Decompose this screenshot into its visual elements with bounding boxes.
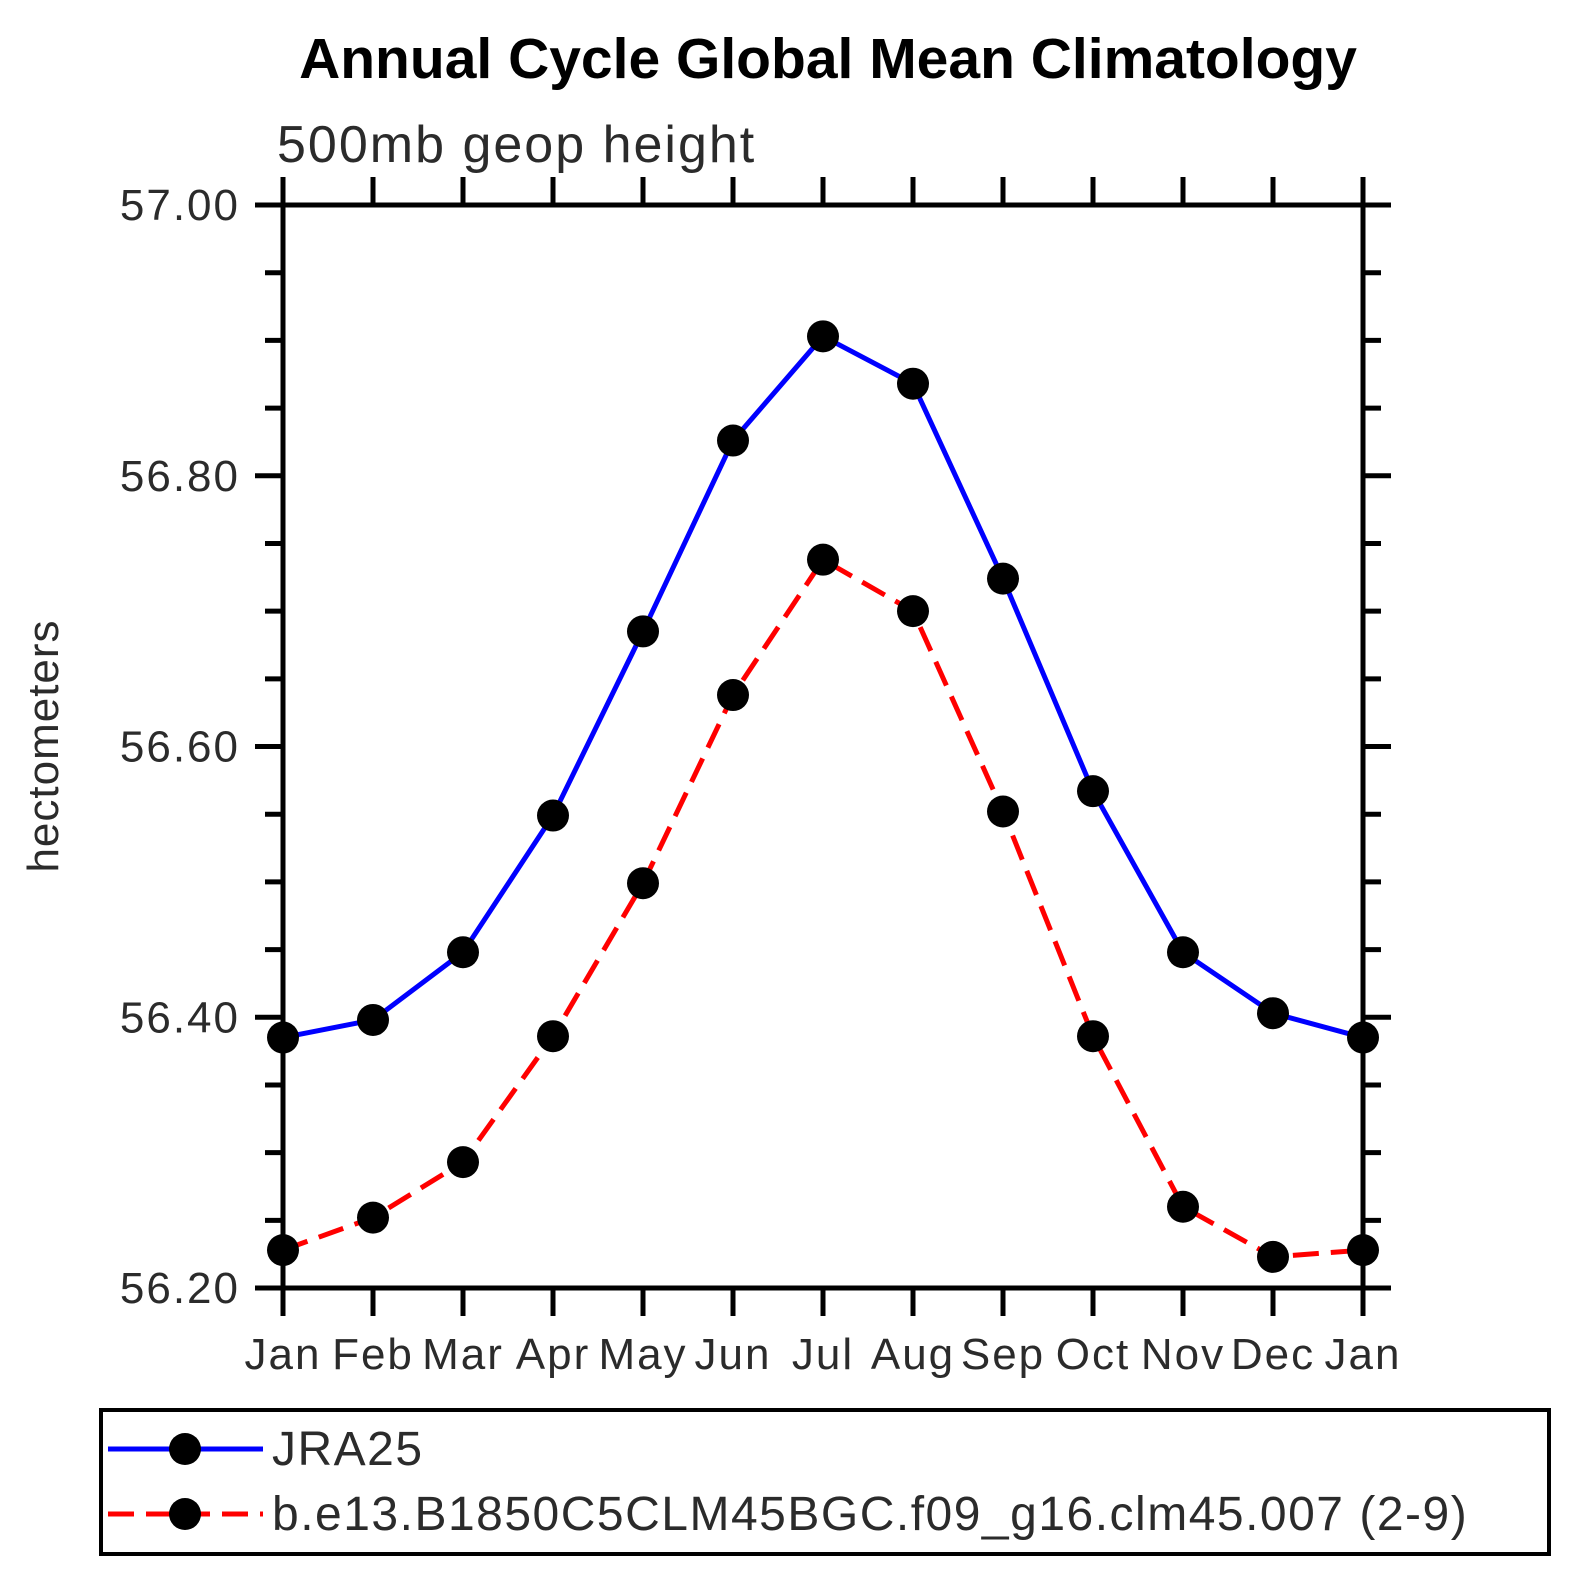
data-point-1 xyxy=(357,1201,389,1234)
data-point-0 xyxy=(537,799,569,832)
legend-item-jra25: JRA25 xyxy=(108,1423,424,1476)
x-tick-label: Dec xyxy=(1231,1330,1315,1379)
x-tick-label: Jan xyxy=(1325,1330,1402,1379)
legend-marker-dot xyxy=(169,1498,201,1530)
data-point-0 xyxy=(267,1021,299,1054)
data-point-1 xyxy=(897,595,929,628)
x-tick-label: Oct xyxy=(1056,1330,1130,1379)
data-point-1 xyxy=(1167,1190,1199,1223)
plot-frame xyxy=(280,202,1366,1291)
data-point-1 xyxy=(627,867,659,900)
data-point-0 xyxy=(1077,775,1109,808)
chart-subtitle: 500mb geop height xyxy=(277,116,756,174)
y-tick-label: 56.60 xyxy=(120,723,240,772)
x-tick-label: Nov xyxy=(1141,1330,1225,1379)
y-tick-label: 57.00 xyxy=(120,181,240,230)
data-point-1 xyxy=(717,679,749,712)
y-axis-label: hectometers xyxy=(19,619,68,872)
x-tick-label: Jan xyxy=(245,1330,322,1379)
data-point-1 xyxy=(807,543,839,576)
legend-label-model: b.e13.B1850C5CLM45BGC.f09_g16.clm45.007 … xyxy=(272,1488,1468,1541)
data-point-0 xyxy=(1347,1021,1379,1054)
data-point-1 xyxy=(987,795,1019,828)
data-point-0 xyxy=(1167,936,1199,969)
data-point-1 xyxy=(537,1020,569,1053)
legend: JRA25 b.e13.B1850C5CLM45BGC.f09_g16.clm4… xyxy=(99,1408,1551,1556)
data-point-0 xyxy=(627,615,659,648)
data-point-0 xyxy=(1257,997,1289,1030)
x-tick-label: May xyxy=(598,1330,687,1379)
x-tick-label: Apr xyxy=(516,1330,590,1379)
data-point-1 xyxy=(1347,1234,1379,1267)
series-line-0 xyxy=(282,333,1364,1041)
data-point-1 xyxy=(447,1146,479,1179)
x-tick-label: Jul xyxy=(792,1330,854,1379)
plot-area: Jan Feb Mar Apr May Jun Jul Aug Sep Oct Nov Dec Jan5… xyxy=(120,177,1402,1379)
data-point-0 xyxy=(357,1003,389,1036)
y-tick-label: 56.40 xyxy=(120,993,240,1042)
data-point-0 xyxy=(897,367,929,400)
x-tick-label: Sep xyxy=(961,1330,1045,1379)
series-line-1 xyxy=(282,557,1364,1260)
chart-title: Annual Cycle Global Mean Climatology xyxy=(299,27,1357,91)
x-tick-label: Jun xyxy=(695,1330,772,1379)
legend-marker-dot xyxy=(169,1433,201,1465)
data-point-0 xyxy=(717,424,749,457)
y-tick-label: 56.20 xyxy=(120,1264,240,1313)
legend-box xyxy=(99,1408,1551,1556)
data-point-0 xyxy=(447,936,479,969)
data-point-1 xyxy=(267,1234,299,1267)
x-tick-label: Mar xyxy=(422,1330,504,1379)
x-tick-label: Feb xyxy=(332,1330,414,1379)
data-point-1 xyxy=(1077,1020,1109,1053)
y-tick-label: 56.80 xyxy=(120,452,240,501)
x-tick-label: Aug xyxy=(871,1330,955,1379)
legend-label-jra25: JRA25 xyxy=(272,1423,424,1476)
data-point-0 xyxy=(807,320,839,353)
data-point-1 xyxy=(1257,1240,1289,1273)
data-point-0 xyxy=(987,562,1019,595)
legend-item-model: b.e13.B1850C5CLM45BGC.f09_g16.clm45.007 … xyxy=(108,1488,1468,1541)
